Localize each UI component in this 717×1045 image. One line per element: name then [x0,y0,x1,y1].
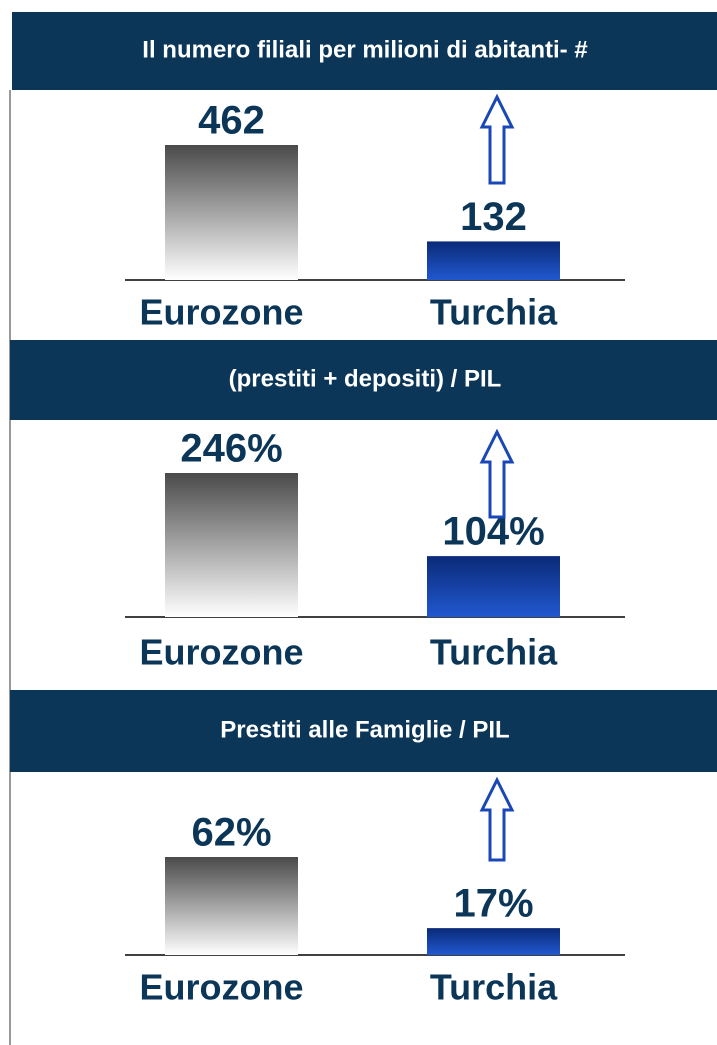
panel-title: Prestiti alle Famiglie / PIL [220,716,509,743]
bar [165,857,298,955]
up-arrow [479,93,515,185]
panel-title: (prestiti + depositi) / PIL [229,365,502,392]
category-label: Turchia [430,967,558,1008]
value-label: 132 [460,195,527,239]
category-label: Eurozone [139,967,303,1008]
panel-header [10,690,717,772]
category-label: Eurozone [139,632,303,673]
bar [165,473,298,617]
value-label: 462 [198,99,265,143]
value-label: 246% [180,427,282,471]
value-label: 17% [453,882,533,926]
category-label: Turchia [430,292,558,333]
panel-title: Il numero filiali per milioni di abitant… [142,36,587,63]
up-arrow [479,776,515,862]
panel-header [10,340,717,420]
bar [165,145,298,280]
bar [427,556,560,617]
bar [427,928,560,955]
up-arrow [479,428,515,519]
category-label: Turchia [430,632,558,673]
category-label: Eurozone [139,292,303,333]
panel-header [12,12,717,90]
value-label: 62% [191,811,271,855]
bar [427,241,560,280]
